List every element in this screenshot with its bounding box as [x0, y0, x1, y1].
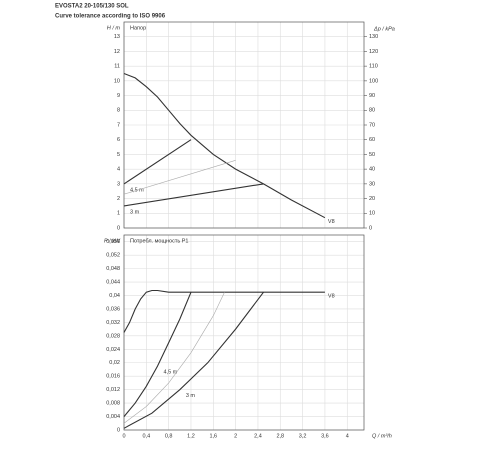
y2-axis-label: Δp / kPa — [373, 26, 395, 32]
y-tick-label: 3 — [117, 181, 120, 187]
y-tick-label: 0,02 — [109, 360, 120, 366]
curve — [123, 72, 326, 219]
y-tick-label: 11 — [114, 64, 120, 70]
curve-label: V8 — [328, 219, 335, 225]
y2-tick-label: 10 — [369, 211, 375, 217]
y-tick-label: 4 — [117, 167, 120, 173]
y-tick-label: 0,016 — [106, 374, 120, 380]
x-tick-label: 0,8 — [165, 433, 173, 439]
plot-frame — [123, 21, 365, 229]
y-tick-label: 0,044 — [106, 280, 120, 286]
y2-tick-label: 80 — [369, 108, 375, 114]
x-tick-label: 2,4 — [254, 433, 262, 439]
y-tick-label: 2 — [117, 196, 120, 202]
curve — [123, 292, 225, 424]
y2-tick-label: 110 — [369, 64, 378, 70]
y2-tick-label: 120 — [369, 49, 378, 55]
y-axis-label: H / m — [107, 25, 121, 31]
y-tick-label: 1 — [117, 211, 120, 217]
curve — [123, 291, 264, 429]
y-tick-label: 0,004 — [106, 414, 120, 420]
y2-tick-label: 130 — [369, 34, 378, 40]
y-axis-label: P / kW — [104, 238, 121, 244]
x-axis-label: Q / m³/h — [372, 433, 392, 439]
x-tick-label: 3,2 — [299, 433, 307, 439]
y2-tick-label: 30 — [369, 181, 375, 187]
x-tick-label: 2,8 — [276, 433, 284, 439]
y2-tick-label: 70 — [369, 122, 375, 128]
curve-label: 3 m — [186, 393, 196, 399]
x-tick-label: 0 — [122, 433, 125, 439]
y-tick-label: 13 — [114, 34, 120, 40]
curve-label: 4,5 m — [163, 370, 177, 376]
x-tick-label: 1,6 — [209, 433, 217, 439]
x-tick-label: 3,6 — [321, 433, 329, 439]
curve-label: 3 m — [130, 209, 140, 215]
subtitle: Curve tolerance according to ISO 9906 — [55, 14, 166, 20]
y-tick-label: 0,032 — [106, 320, 120, 326]
y-tick-label: 7 — [117, 122, 120, 128]
y2-tick-label: 40 — [369, 167, 375, 173]
x-tick-label: 1,2 — [187, 433, 195, 439]
y-tick-label: 0,012 — [106, 387, 120, 393]
curve — [123, 183, 264, 207]
y-tick-label: 0,052 — [106, 253, 120, 259]
y-tick-label: 5 — [117, 152, 120, 158]
annotation: Напор — [130, 25, 146, 31]
y2-tick-label: 100 — [369, 78, 378, 84]
y2-tick-label: 20 — [369, 196, 375, 202]
title: EVOSTA2 20-105/130 SOL — [55, 4, 129, 10]
y-tick-label: 0 — [117, 427, 120, 433]
x-tick-label: 4 — [346, 433, 349, 439]
curve — [123, 160, 236, 195]
y-tick-label: 6 — [117, 137, 120, 143]
y-tick-label: 12 — [114, 49, 120, 55]
y-tick-label: 0,048 — [106, 266, 120, 272]
y2-tick-label: 50 — [369, 152, 375, 158]
y2-tick-label: 60 — [369, 137, 375, 143]
y2-tick-label: 0 — [369, 225, 372, 231]
y2-tick-label: 90 — [369, 93, 375, 99]
y-tick-label: 0,04 — [109, 293, 120, 299]
y-tick-label: 9 — [117, 93, 120, 99]
y-tick-label: 0,036 — [106, 306, 120, 312]
y-tick-label: 0,024 — [106, 347, 120, 353]
y-tick-label: 0,056 — [106, 239, 120, 245]
x-tick-label: 2 — [234, 433, 237, 439]
y-tick-label: 0,008 — [106, 401, 120, 407]
y-tick-label: 0 — [117, 225, 120, 231]
annotation: Потребл. мощность P1 — [130, 238, 189, 244]
curve — [123, 289, 325, 333]
y-tick-label: 8 — [117, 108, 120, 114]
x-tick-label: 0,4 — [142, 433, 150, 439]
y-tick-label: 10 — [114, 78, 120, 84]
y-tick-label: 0,028 — [106, 333, 120, 339]
curve — [123, 291, 192, 417]
curve-label: V8 — [328, 294, 335, 300]
curve — [123, 139, 192, 185]
